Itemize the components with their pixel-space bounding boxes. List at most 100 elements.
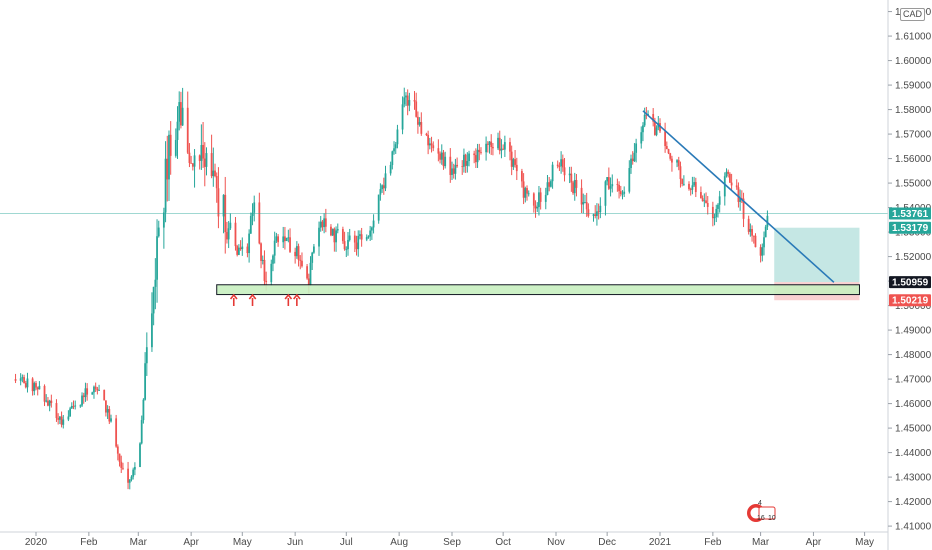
price-tag-label: 1.53179 <box>892 223 929 234</box>
candle <box>341 226 344 244</box>
candle <box>270 259 273 286</box>
candle <box>258 192 261 245</box>
candle <box>534 200 537 218</box>
candle <box>335 226 337 252</box>
candle <box>420 112 423 136</box>
candle <box>70 402 73 409</box>
candle <box>665 141 668 150</box>
candle <box>500 139 503 159</box>
candle <box>682 175 685 186</box>
candle <box>428 137 431 150</box>
candle <box>560 151 563 174</box>
candle <box>67 410 70 422</box>
candle <box>742 192 745 228</box>
candle <box>379 183 382 201</box>
price-tag: 1.50959 <box>889 276 931 289</box>
candle <box>737 182 740 208</box>
x-tick-label: Jun <box>287 537 303 548</box>
candle <box>120 455 123 473</box>
candle <box>57 413 60 425</box>
candle <box>580 179 583 214</box>
candle <box>527 190 530 197</box>
candle <box>611 174 614 193</box>
candle <box>323 213 326 234</box>
drawing-overlays <box>0 110 888 306</box>
x-tick-label: Nov <box>547 537 565 548</box>
candle <box>306 264 308 280</box>
candle <box>584 194 586 204</box>
candle <box>556 160 559 169</box>
candle <box>473 150 476 164</box>
candle <box>393 141 395 155</box>
candle <box>739 189 742 211</box>
candle <box>347 232 349 256</box>
logo-text-left: 16 <box>757 515 765 522</box>
x-tick-label: Mar <box>752 537 770 548</box>
candle <box>330 224 332 237</box>
candle <box>227 221 230 249</box>
candle <box>133 462 136 476</box>
candle <box>631 151 634 165</box>
candle <box>353 230 356 253</box>
logo-text-right: 10 <box>768 515 776 522</box>
candle <box>127 461 129 490</box>
candle <box>532 192 535 213</box>
candle <box>606 177 609 186</box>
y-tick-label: 1.55000 <box>895 179 932 190</box>
candle <box>21 374 24 383</box>
candle <box>23 374 25 384</box>
candle <box>319 215 322 232</box>
candle <box>415 92 418 118</box>
profit-zone[interactable] <box>774 227 860 283</box>
support-zone[interactable] <box>216 284 860 296</box>
candle <box>669 152 672 161</box>
candle <box>81 392 83 407</box>
candle <box>549 179 552 188</box>
x-tick-label: Apr <box>183 537 199 548</box>
candle <box>515 157 518 181</box>
x-tick-label: Feb <box>80 537 98 548</box>
candle <box>563 157 566 182</box>
candle <box>391 150 394 170</box>
candle <box>705 192 707 204</box>
candle <box>241 237 244 256</box>
candle <box>568 166 571 184</box>
candle <box>343 231 346 251</box>
candle <box>729 172 731 184</box>
candle <box>91 391 94 395</box>
candle <box>331 228 334 237</box>
candle <box>389 161 392 176</box>
candle <box>139 442 141 468</box>
candle <box>609 177 612 197</box>
up-arrow-icon <box>248 293 257 306</box>
candle <box>572 180 574 195</box>
candle <box>763 231 765 256</box>
candle <box>717 203 719 218</box>
x-tick-label: Dec <box>598 537 616 548</box>
candle <box>372 214 375 234</box>
candle <box>31 377 34 396</box>
candle <box>84 382 87 402</box>
candle <box>759 244 762 263</box>
x-axis: 2020 Feb Mar Apr May Jun Jul Aug Sep Oct Nov Dec 202… <box>0 531 888 548</box>
candle <box>275 232 278 243</box>
y-tick-label: 1.44000 <box>895 448 932 459</box>
up-arrow-icon <box>293 293 301 306</box>
y-axis: 1.41000 1.42000 1.43000 1.44000 1.45000 1.460… <box>887 0 932 550</box>
candle <box>128 479 131 490</box>
candle <box>58 415 61 425</box>
candle <box>497 132 499 150</box>
candle <box>166 135 169 202</box>
candle <box>140 415 143 445</box>
x-tick-label: 2021 <box>649 537 672 548</box>
candle <box>652 108 655 127</box>
candle <box>693 176 695 187</box>
candle <box>377 194 380 224</box>
candle <box>599 197 602 219</box>
candle <box>427 130 430 155</box>
candle <box>355 235 358 256</box>
candle <box>313 243 315 254</box>
trendline[interactable] <box>642 110 835 283</box>
candle <box>456 157 459 168</box>
